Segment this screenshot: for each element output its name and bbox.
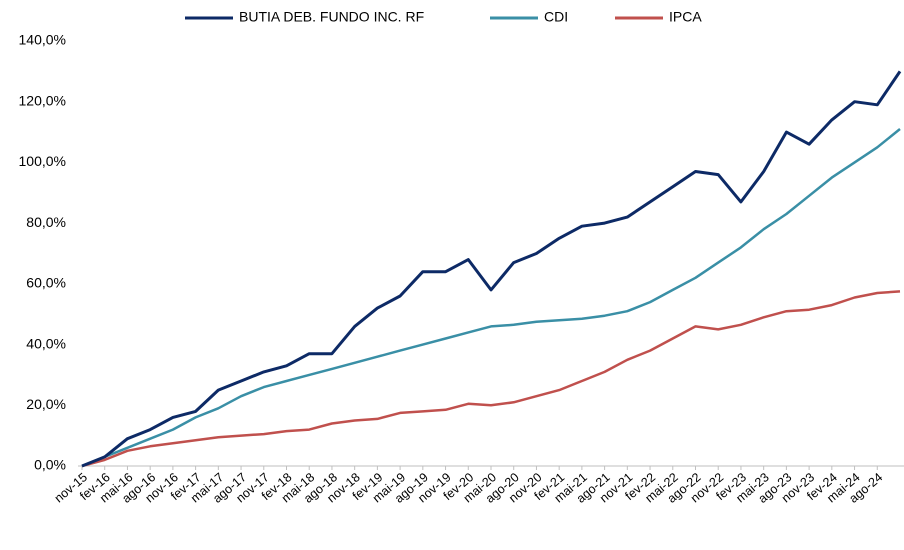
legend-label: CDI <box>544 9 568 25</box>
y-tick-label: 140,0% <box>19 32 66 48</box>
y-tick-label: 80,0% <box>26 214 66 230</box>
y-tick-label: 60,0% <box>26 275 66 291</box>
y-tick-label: 0,0% <box>34 457 66 473</box>
y-tick-label: 100,0% <box>19 153 66 169</box>
legend-label: IPCA <box>669 9 702 25</box>
y-tick-label: 20,0% <box>26 396 66 412</box>
legend-label: BUTIA DEB. FUNDO INC. RF <box>239 9 424 25</box>
series-line <box>81 70 902 468</box>
series-line <box>81 128 901 468</box>
series-line <box>81 290 901 468</box>
y-tick-label: 120,0% <box>19 92 66 108</box>
y-tick-label: 40,0% <box>26 335 66 351</box>
